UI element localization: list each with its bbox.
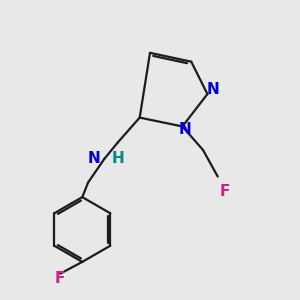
Text: N: N (207, 82, 220, 97)
Text: F: F (55, 271, 65, 286)
Text: H: H (111, 151, 124, 166)
Text: F: F (220, 184, 230, 199)
Text: N: N (178, 122, 191, 137)
Text: N: N (88, 151, 100, 166)
